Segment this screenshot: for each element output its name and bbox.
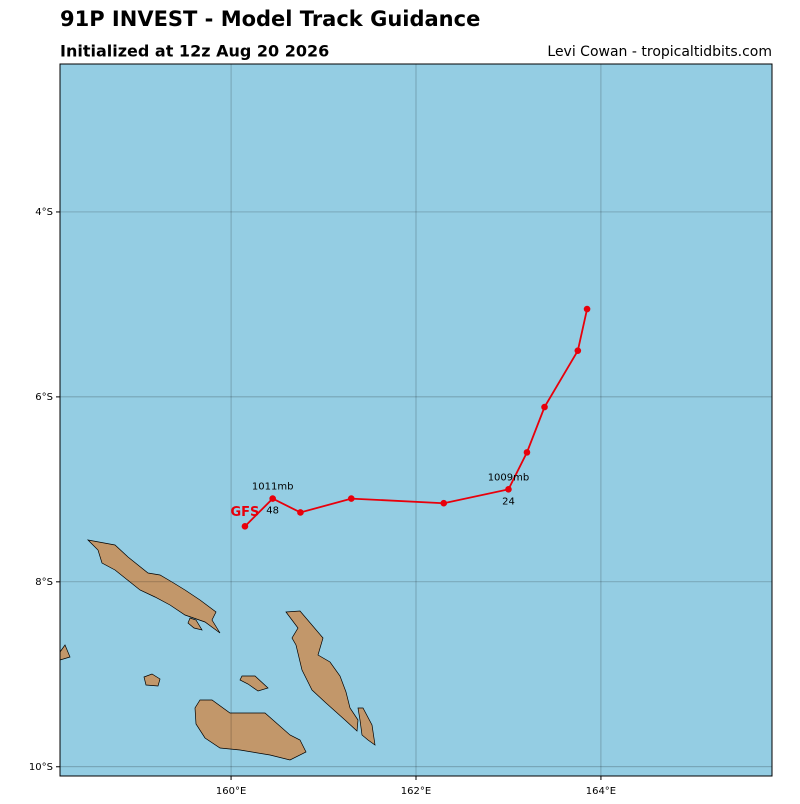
land	[59, 539, 376, 761]
track-line	[244, 308, 588, 527]
track-point	[574, 347, 582, 354]
island	[357, 707, 376, 746]
hour-label: 24	[502, 496, 515, 507]
y-tick-label: 4°S	[35, 207, 53, 218]
track-point	[440, 499, 448, 507]
pressure-label: 1009mb	[488, 472, 530, 483]
island	[194, 699, 307, 761]
pressure-label: 1011mb	[252, 482, 294, 493]
y-tick-label: 6°S	[35, 392, 53, 403]
ocean	[60, 64, 772, 776]
island	[285, 610, 359, 732]
track-point	[583, 305, 591, 313]
x-tick-label: 164°E	[586, 786, 616, 797]
chart-title: 91P INVEST - Model Track Guidance	[60, 7, 480, 31]
track-point	[523, 449, 531, 456]
track-point	[241, 523, 249, 530]
track-point	[505, 486, 512, 493]
island	[239, 675, 269, 692]
island	[187, 617, 203, 631]
y-tick-label: 8°S	[35, 577, 53, 588]
x-tick-label: 162°E	[401, 786, 431, 797]
hour-label: 48	[266, 506, 279, 517]
track-point	[541, 403, 548, 411]
track-point	[347, 495, 355, 502]
island	[86, 539, 221, 634]
x-tick-label: 160°E	[216, 786, 246, 797]
track-point	[269, 495, 276, 502]
island	[143, 673, 161, 687]
chart-subtitle: Initialized at 12z Aug 20 2026	[60, 42, 329, 61]
credit: Levi Cowan - tropicaltidbits.com	[547, 44, 772, 60]
track-point	[297, 509, 304, 516]
y-tick-label: 10°S	[29, 762, 53, 773]
series-label: GFS	[230, 505, 259, 520]
